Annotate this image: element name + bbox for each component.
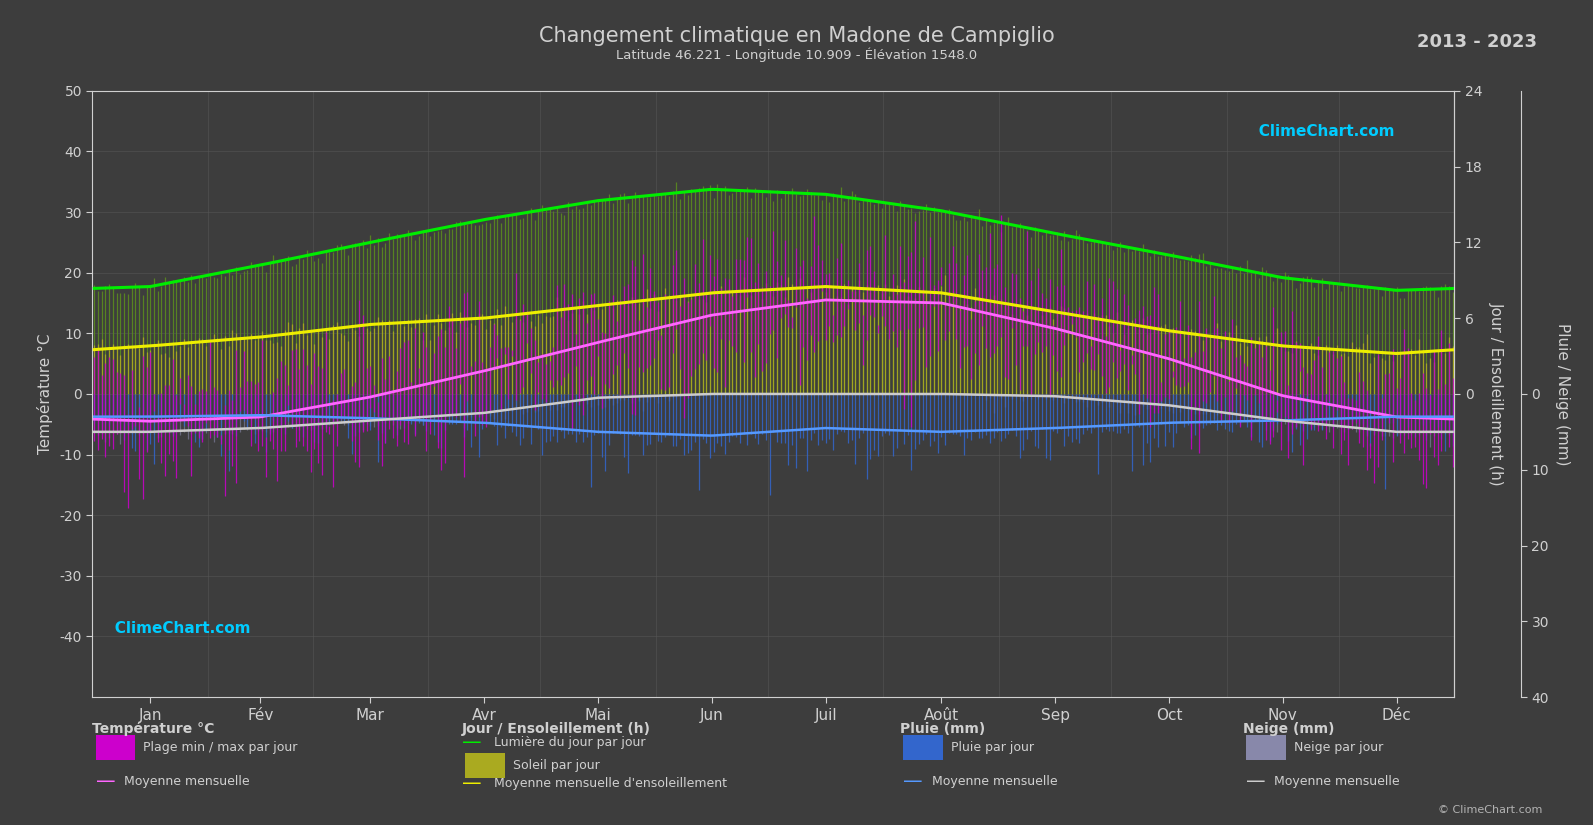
Y-axis label: Jour / Ensoleillement (h): Jour / Ensoleillement (h) (1488, 302, 1504, 486)
Text: © ClimeChart.com: © ClimeChart.com (1437, 805, 1542, 815)
Y-axis label: Température °C: Température °C (37, 333, 53, 455)
Text: Moyenne mensuelle d'ensoleillement: Moyenne mensuelle d'ensoleillement (494, 777, 726, 790)
Text: Soleil par jour: Soleil par jour (513, 759, 599, 772)
Text: —: — (903, 771, 922, 791)
Text: Pluie (mm): Pluie (mm) (900, 722, 986, 736)
Text: —: — (96, 771, 115, 791)
Text: Température °C: Température °C (92, 722, 215, 737)
Text: —: — (462, 733, 481, 752)
Text: Jour / Ensoleillement (h): Jour / Ensoleillement (h) (462, 722, 652, 736)
Text: Moyenne mensuelle: Moyenne mensuelle (1274, 775, 1400, 788)
Y-axis label: Pluie / Neige (mm): Pluie / Neige (mm) (1555, 323, 1571, 465)
Text: Moyenne mensuelle: Moyenne mensuelle (932, 775, 1058, 788)
Text: 2013 - 2023: 2013 - 2023 (1418, 33, 1537, 51)
Text: ClimeChart.com: ClimeChart.com (99, 621, 250, 637)
Text: ClimeChart.com: ClimeChart.com (1243, 124, 1395, 139)
Text: Plage min / max par jour: Plage min / max par jour (143, 741, 298, 754)
Text: Neige par jour: Neige par jour (1294, 741, 1383, 754)
Text: Moyenne mensuelle: Moyenne mensuelle (124, 775, 250, 788)
Text: Pluie par jour: Pluie par jour (951, 741, 1034, 754)
Text: —: — (462, 774, 481, 794)
Text: Lumière du jour par jour: Lumière du jour par jour (494, 736, 645, 749)
Text: Changement climatique en Madone de Campiglio: Changement climatique en Madone de Campi… (538, 26, 1055, 46)
Text: Neige (mm): Neige (mm) (1243, 722, 1333, 736)
Text: —: — (1246, 771, 1265, 791)
Text: Latitude 46.221 - Longitude 10.909 - Élévation 1548.0: Latitude 46.221 - Longitude 10.909 - Élé… (616, 48, 977, 63)
